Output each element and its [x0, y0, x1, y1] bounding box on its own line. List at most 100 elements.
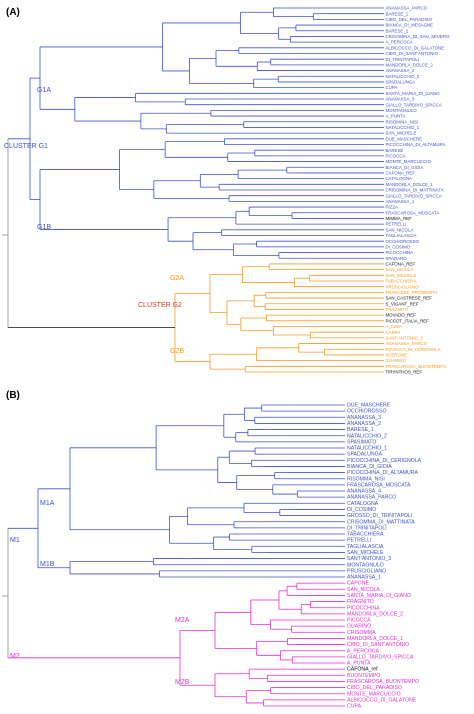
leaf-label: NATALICCHIO_2: [386, 74, 420, 79]
leaf-label: ANANASSA_1: [386, 199, 415, 204]
leaf-label: DI_COSIMO: [347, 507, 376, 513]
leaf-label: SAN_MICHELE: [386, 131, 417, 136]
leaf-label: SAN_MICHELE: [386, 273, 417, 278]
leaf-label: GROSSO_DI_TRINITAPOLI: [347, 513, 412, 519]
leaf-label: CATALOGNA: [386, 176, 412, 181]
leaf-label: SANT'ANTONIO_3: [347, 556, 391, 562]
leaf-label: RISOMINA_NISI: [386, 119, 419, 124]
leaf-label: PICOCCA: [347, 618, 371, 624]
panel-b-leaf-labels: DUE_MASCHEREOCCHIOROSSOANANASSA_3ANANASS…: [347, 403, 422, 710]
leaf-label: CRISOMINA_DI_MATTINATA: [386, 188, 444, 193]
leaf-label: SPERONE: [386, 353, 408, 358]
leaf-label: ANANASSA_1: [347, 575, 381, 581]
leaf-label: PICOCCA: [386, 153, 406, 158]
leaf-label: MONTE_MARCUCCIO: [386, 159, 432, 164]
leaf-label: SANTA_MARIA_DI_GIANO: [386, 91, 441, 96]
leaf-label: MONTAGNULO: [386, 108, 418, 113]
leaf-label: SANTA_MARIA_DI_GIANO: [347, 593, 411, 599]
leaf-label: A_CIMA: [386, 324, 402, 329]
leaf-label: PICOCCHINA: [386, 250, 414, 255]
node-label-m2a: M2A: [175, 617, 190, 624]
leaf-label: FRASCAROSA_MOSCATA: [386, 210, 440, 215]
panel-a-dendrogram: (A) ANANASSA_PARCOBARESE_1CIBO_DEL_PARAD…: [2, 6, 450, 375]
leaf-label: PIZZA: [386, 205, 399, 210]
leaf-label: PICOCCA_DI_CERIGNOLA: [386, 347, 441, 352]
leaf-label: CUPA: [386, 85, 398, 90]
leaf-label: MIMMA_REF: [386, 216, 413, 221]
leaf-label: CRISOMINA_DI_SAN_SEVERO: [386, 34, 451, 39]
leaf-label: CAFONA_REF: [386, 171, 416, 176]
leaf-label: TABACCHIERA: [386, 279, 417, 284]
panel-b-node-labels: M1 M1A M1B M2 M2A M2B: [10, 500, 190, 686]
leaf-label: FRASCAROSA_MOSCATA: [347, 482, 411, 488]
leaf-label: OCCHIOROSSO: [347, 409, 387, 415]
leaf-label: CATALOGNA: [347, 501, 379, 507]
leaf-label: CIBO_DEL_PARADISO: [347, 685, 402, 691]
leaf-label: PICOCCHINA: [347, 605, 380, 611]
leaf-label: FRASCAROSA_BUONTEMPO: [386, 364, 448, 369]
leaf-label: ANANASSA_PARCO: [347, 495, 396, 501]
panel-b-label: (B): [6, 390, 20, 401]
leaf-label: CIBO_DEL_PARADISO: [386, 17, 433, 22]
leaf-label: BARESE_1: [347, 427, 374, 433]
leaf-label: SPASIMATO: [347, 439, 376, 445]
panel-a-node-labels: G1A CLUSTER G1 G1B G2A CLUSTER G2 G2B: [4, 87, 184, 355]
leaf-label: CIBO_DI_SANT'ANTONIO: [386, 51, 439, 56]
leaf-label: DI_TRINITAPOLI: [347, 525, 387, 531]
leaf-label: NATALICCHIO_1: [386, 125, 420, 130]
leaf-label: NATALICCHIO_1: [347, 446, 387, 452]
leaf-label: SAN_MICHELE: [347, 550, 384, 556]
leaf-label: BARESE_2: [386, 28, 409, 33]
leaf-label: PETRELLI: [386, 222, 407, 227]
node-label-m2: M2: [10, 653, 20, 660]
leaf-label: A_PERCOCA: [386, 40, 413, 45]
leaf-label: PRUSCIGLIANO: [347, 568, 386, 574]
leaf-label: GUARINO: [347, 624, 371, 630]
leaf-label: TAGLIALASCIA: [347, 544, 384, 550]
leaf-label: MANDORLA_DOLCE_1: [347, 636, 403, 642]
leaf-label: ANANASSA_PARCO: [386, 6, 428, 11]
leaf-label: ANANASSA_2: [347, 421, 381, 427]
leaf-label: GUARINO: [386, 358, 407, 363]
leaf-label: BARESE: [386, 148, 404, 153]
leaf-label: SAN_NICOLA: [347, 587, 380, 593]
leaf-label: PICCOT_ITALIA_REF: [386, 318, 430, 323]
leaf-label: GIALLO_TARDIVO_SPICCA: [386, 193, 442, 198]
cluster-label-g2: CLUSTER G2: [138, 302, 182, 309]
cluster-label-g1: CLUSTER G1: [4, 143, 48, 150]
leaf-label: FRAGNITO: [386, 307, 409, 312]
leaf-label: BIANCA_DI_MESAGNE: [386, 23, 434, 28]
leaf-label: OCCHIOROSSO: [386, 239, 420, 244]
node-label-g2b: G2B: [170, 348, 184, 355]
leaf-label: BIANCA_DI_GIOIA: [347, 464, 392, 470]
leaf-label: DUE_MASCHERE: [386, 136, 423, 141]
leaf-label: MONTE_MARCUCCIO: [347, 691, 401, 697]
node-label-m1b: M1B: [40, 561, 55, 568]
leaf-label: ANANASSA_2: [386, 68, 415, 73]
leaf-label: ANANASSA_PARCO: [386, 341, 428, 346]
leaf-label: BUONTEMPO: [347, 673, 380, 679]
leaf-label: A_PUNTA: [386, 114, 406, 119]
leaf-label: FRAGNITO: [347, 599, 374, 605]
leaf-label: NATALICCHIO_2: [347, 433, 387, 439]
panel-b-dendrogram: (B) DUE_MASCHEREOCCHIOROSSOANANASSA_3ANA…: [2, 390, 422, 710]
leaf-label: DI_TRINITAPOLI: [386, 57, 420, 62]
leaf-label: SANT'ANTONIO_3: [386, 335, 424, 340]
panel-a-tree: [2, 7, 384, 373]
leaf-label: A_PUNTA: [347, 661, 371, 667]
leaf-label: CRISOMMA_DI_MATTINATA: [347, 519, 415, 525]
leaf-label: RISOMMA_NISI: [347, 476, 385, 482]
leaf-label: MONTAGNULO: [347, 562, 384, 568]
leaf-label: PICOCCHINA_DI_ALTAMURA: [386, 142, 446, 147]
leaf-label: ANANASSA_3: [386, 97, 415, 102]
leaf-label: CAFONA_ref: [347, 667, 378, 673]
leaf-label: FRANCESE_PROSEMITA: [386, 290, 438, 295]
leaf-label: SAN_NICOLA: [386, 227, 414, 232]
leaf-label: SAN_CASTRESE_REF: [386, 296, 433, 301]
leaf-label: CAPONE: [347, 581, 369, 587]
leaf-label: MANDORLA_DOLCE_1: [386, 182, 434, 187]
leaf-label: A_PERCOCA: [347, 648, 380, 654]
leaf-label: TAGLIALASCIA: [386, 233, 417, 238]
leaf-label: DUE_MASCHERE: [347, 403, 391, 409]
node-label-g1a: G1A: [37, 87, 51, 94]
